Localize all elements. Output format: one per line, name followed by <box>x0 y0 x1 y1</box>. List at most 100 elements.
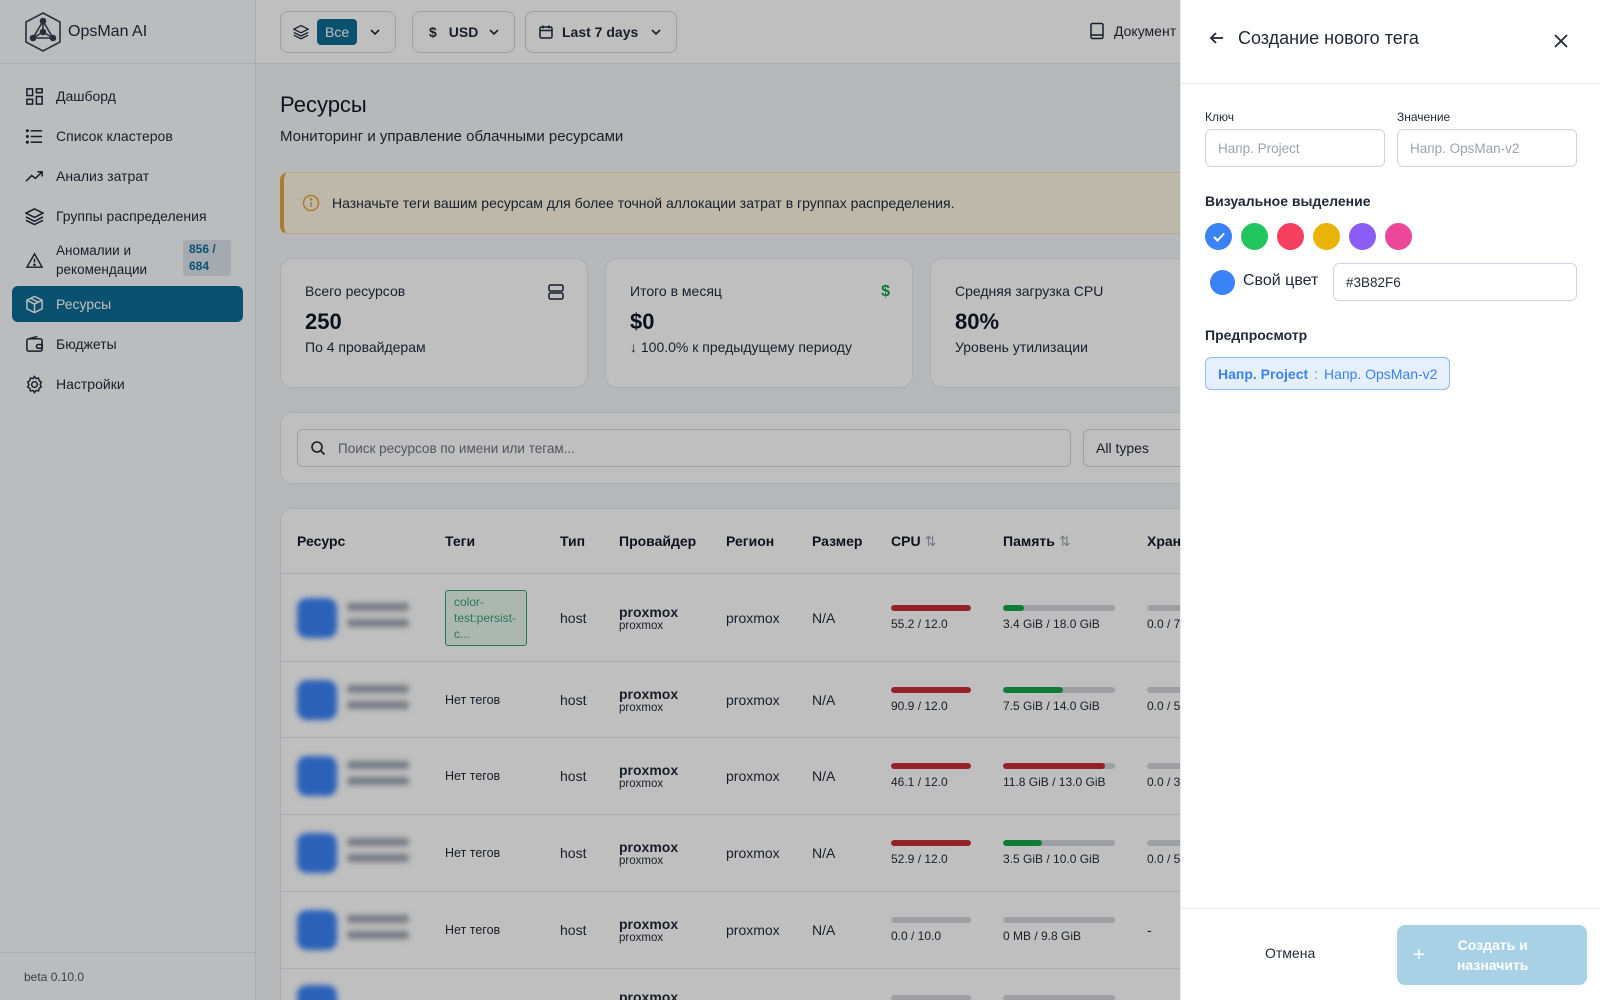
size-cell: N/A <box>812 768 836 784</box>
custom-color-input[interactable] <box>1333 263 1577 301</box>
period-selector[interactable]: Last 7 days <box>525 11 678 53</box>
column-header-memory[interactable]: Память ⇅ <box>1003 509 1071 573</box>
app-logo[interactable]: OpsMan AI <box>0 0 255 64</box>
sidebar-item-label: Аномалии и рекомендации <box>56 243 148 277</box>
table-row[interactable]: proxmox <box>281 969 1199 1000</box>
stat-subtitle: ↓ 100.0% к предыдущему периоду <box>630 339 852 355</box>
stat-subtitle: По 4 провайдерам <box>305 339 426 355</box>
sidebar-item-dashboard[interactable]: Дашборд <box>12 78 243 114</box>
documentation-link[interactable]: Документ <box>1088 22 1176 40</box>
drawer-footer: Отмена + Создать и назначить <box>1181 908 1600 1000</box>
cpu-bar <box>891 840 971 846</box>
memory-bar <box>1003 995 1115 1000</box>
resource-name-redacted <box>347 602 409 633</box>
cancel-button[interactable]: Отмена <box>1265 945 1316 961</box>
list-icon <box>24 126 44 146</box>
column-header-cpu[interactable]: CPU ⇅ <box>891 509 936 573</box>
sidebar-item-label: Бюджеты <box>56 336 117 352</box>
type-cell: host <box>560 609 587 626</box>
sidebar-item-clusters[interactable]: Список кластеров <box>12 118 243 154</box>
resources-table: Ресурс Теги Тип Провайдер Регион Размер … <box>280 508 1200 1000</box>
provider-name: proxmox <box>619 839 679 855</box>
storage-cell: - <box>1147 922 1152 938</box>
provider-sub: proxmox <box>619 778 664 790</box>
stat-value: $0 <box>630 309 655 334</box>
key-input[interactable] <box>1205 129 1385 167</box>
dollar-icon: $ <box>881 283 890 300</box>
book-icon <box>1090 22 1104 40</box>
sidebar-item-budgets[interactable]: Бюджеты <box>12 326 243 362</box>
sidebar-item-allocation-groups[interactable]: Группы распределения <box>12 198 243 234</box>
stat-subtitle: Уровень утилизации <box>955 339 1088 355</box>
color-swatch-green[interactable] <box>1241 223 1268 250</box>
color-swatch-red[interactable] <box>1277 223 1304 250</box>
resource-cell <box>281 815 431 891</box>
size-cell: N/A <box>812 609 836 626</box>
no-tags-label: Нет тегов <box>445 769 501 783</box>
scope-selector[interactable]: Все <box>280 11 397 53</box>
custom-color-label: Свой цвет <box>1243 272 1319 289</box>
preview-key: Напр. Project <box>1218 365 1309 382</box>
size-cell: N/A <box>812 922 836 938</box>
table-row[interactable]: Нет тегов host proxmox proxmox proxmox N/… <box>281 892 1199 969</box>
scope-value: Все <box>317 19 358 45</box>
cpu-cell: 90.9 / 12.0 <box>891 662 971 737</box>
memory-cell: 3.5 GiB / 10.0 GiB <box>1003 815 1115 891</box>
table-row[interactable]: color-test:persist-c... host proxmox prox… <box>281 574 1199 662</box>
provider-cell: proxmox proxmox <box>619 815 678 891</box>
modal-backdrop[interactable] <box>0 0 1180 1000</box>
memory-usage-text: 3.4 GiB / 18.0 GiB <box>1003 616 1100 631</box>
sidebar-item-cost-analysis[interactable]: Анализ затрат <box>12 158 243 194</box>
table-row[interactable]: Нет тегов host proxmox proxmox proxmox N/… <box>281 815 1199 892</box>
currency-selector[interactable]: $ USD <box>412 11 516 53</box>
create-and-assign-label: Создать и назначить <box>1456 937 1529 973</box>
storage-bar <box>1147 686 1197 693</box>
color-swatch-pink[interactable] <box>1385 223 1412 250</box>
tag-chip[interactable]: color-test:persist-c... <box>445 589 527 646</box>
cpu-cell: 46.1 / 12.0 <box>891 738 971 814</box>
column-header-type[interactable]: Тип <box>560 533 586 549</box>
cpu-cell: 55.2 / 12.0 <box>891 574 971 661</box>
no-tags-label: Нет тегов <box>445 692 501 707</box>
color-swatch-blue[interactable] <box>1205 223 1232 250</box>
create-and-assign-button[interactable]: + Создать и назначить <box>1397 925 1587 985</box>
resource-name-redacted <box>347 915 409 945</box>
calendar-icon <box>539 25 553 39</box>
column-header-size[interactable]: Размер <box>812 533 863 549</box>
stat-title: Всего ресурсов <box>305 283 406 299</box>
cpu-cell <box>891 969 971 1000</box>
value-input[interactable] <box>1397 129 1577 167</box>
provider-cell: proxmox proxmox <box>619 892 678 968</box>
preview-value: Напр. OpsMan-v2 <box>1324 365 1438 382</box>
sort-icon[interactable]: ⇅ <box>924 532 937 549</box>
resource-name-redacted <box>347 838 409 868</box>
logo-icon <box>25 11 61 52</box>
memory-cell: 11.8 GiB / 13.0 GiB <box>1003 738 1115 814</box>
color-swatch-purple[interactable] <box>1349 223 1376 250</box>
column-header-tags[interactable]: Теги <box>445 533 476 549</box>
color-swatch-yellow[interactable] <box>1313 223 1340 250</box>
memory-bar <box>1003 686 1115 693</box>
table-row[interactable]: Нет тегов host proxmox proxmox proxmox N/… <box>281 738 1199 815</box>
storage-bar <box>1147 604 1197 611</box>
cpu-usage-text: 90.9 / 12.0 <box>891 698 948 713</box>
column-header-resource[interactable]: Ресурс <box>297 533 346 549</box>
sidebar-item-settings[interactable]: Настройки <box>12 366 243 402</box>
arrow-left-icon[interactable] <box>1207 28 1227 48</box>
column-header-region[interactable]: Регион <box>726 533 775 549</box>
close-icon[interactable] <box>1552 32 1570 50</box>
column-header-provider[interactable]: Провайдер <box>619 533 697 549</box>
cpu-bar <box>891 686 971 693</box>
tags-cell: Нет тегов <box>445 662 500 737</box>
sidebar-item-resources[interactable]: Ресурсы <box>12 286 243 322</box>
column-header-storage[interactable]: Хран <box>1147 533 1182 549</box>
resource-avatar <box>297 985 337 1000</box>
check-icon <box>1212 232 1225 242</box>
sidebar-item-anomalies[interactable]: Аномалии и рекомендации 856 / 684 <box>12 238 243 282</box>
table-row[interactable]: Нет тегов host proxmox proxmox proxmox N/… <box>281 662 1199 738</box>
sort-icon[interactable]: ⇅ <box>1058 532 1071 549</box>
search-icon <box>311 441 326 456</box>
search-input[interactable] <box>338 440 1038 456</box>
table-header-divider <box>281 573 1199 574</box>
custom-color-picker[interactable] <box>1210 270 1235 295</box>
